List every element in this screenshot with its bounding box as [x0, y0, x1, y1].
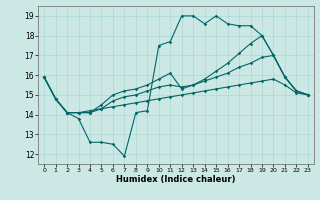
X-axis label: Humidex (Indice chaleur): Humidex (Indice chaleur) [116, 175, 236, 184]
